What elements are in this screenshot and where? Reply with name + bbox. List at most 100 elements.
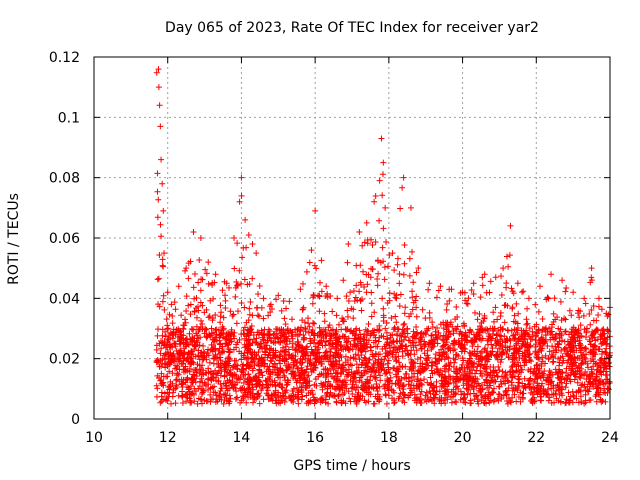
data-point	[312, 355, 319, 362]
data-point	[365, 357, 372, 364]
data-point	[575, 307, 582, 314]
data-point	[318, 354, 325, 361]
data-point	[490, 368, 497, 375]
data-point	[327, 358, 334, 365]
data-point	[341, 344, 348, 351]
data-point	[431, 400, 438, 407]
data-point	[481, 315, 488, 322]
data-point	[201, 379, 208, 386]
data-point	[375, 351, 382, 358]
data-point	[473, 353, 480, 360]
data-point	[253, 382, 260, 389]
data-point	[368, 300, 375, 307]
data-point	[396, 270, 403, 277]
data-point	[337, 343, 344, 350]
data-point	[589, 353, 596, 360]
data-point	[357, 281, 364, 288]
data-point	[352, 387, 359, 394]
data-point	[408, 347, 415, 354]
data-point	[538, 360, 545, 367]
data-point	[307, 365, 314, 372]
data-point	[601, 330, 608, 337]
data-point	[407, 385, 414, 392]
data-point	[526, 383, 533, 390]
data-point	[220, 314, 227, 321]
data-point	[322, 349, 329, 356]
data-point	[324, 290, 331, 297]
data-point	[364, 327, 371, 334]
data-point	[590, 378, 597, 385]
data-point	[293, 379, 300, 386]
data-point	[345, 241, 352, 248]
data-point	[428, 332, 435, 339]
data-point	[311, 262, 318, 269]
data-point	[338, 365, 345, 372]
x-tick-label: 22	[527, 430, 545, 446]
data-point	[229, 374, 236, 381]
data-point	[440, 325, 447, 332]
data-point	[484, 371, 491, 378]
data-point	[549, 359, 556, 366]
data-point	[190, 351, 197, 358]
data-point	[579, 352, 586, 359]
data-point	[598, 368, 605, 375]
data-point	[194, 303, 201, 310]
data-point	[198, 375, 205, 382]
data-point	[590, 302, 597, 309]
data-point	[497, 378, 504, 385]
data-point	[172, 340, 179, 347]
data-point	[394, 261, 401, 268]
data-point	[273, 296, 280, 303]
data-point	[340, 316, 347, 323]
data-point	[300, 374, 307, 381]
data-point	[172, 362, 179, 369]
data-point	[399, 348, 406, 355]
data-point	[581, 400, 588, 407]
data-point	[474, 343, 481, 350]
data-point	[502, 388, 509, 395]
data-point	[470, 280, 477, 287]
data-point	[432, 391, 439, 398]
data-point	[358, 307, 365, 314]
data-point	[275, 335, 282, 342]
data-point	[200, 371, 207, 378]
data-point	[298, 396, 305, 403]
data-point	[559, 360, 566, 367]
data-point	[210, 329, 217, 336]
data-point	[344, 338, 351, 345]
data-point	[324, 383, 331, 390]
data-point	[547, 330, 554, 337]
data-point	[259, 345, 266, 352]
data-point	[479, 274, 486, 281]
data-point	[222, 335, 229, 342]
data-point	[413, 330, 420, 337]
data-point	[391, 389, 398, 396]
data-point	[498, 381, 505, 388]
data-point	[186, 330, 193, 337]
data-point	[484, 348, 491, 355]
data-point	[224, 342, 231, 349]
data-point	[492, 352, 499, 359]
data-point	[215, 347, 222, 354]
data-point	[443, 350, 450, 357]
data-point	[453, 326, 460, 333]
data-point	[265, 330, 272, 337]
data-point	[333, 312, 340, 319]
data-point	[317, 329, 324, 336]
data-point	[372, 343, 379, 350]
data-point	[427, 382, 434, 389]
data-point	[587, 341, 594, 348]
data-point	[510, 350, 517, 357]
data-point	[547, 336, 554, 343]
data-point	[589, 346, 596, 353]
data-point	[376, 334, 383, 341]
data-point	[161, 250, 168, 257]
data-point	[452, 384, 459, 391]
data-point	[578, 344, 585, 351]
data-point	[205, 314, 212, 321]
data-point	[161, 342, 168, 349]
data-point	[555, 355, 562, 362]
data-point	[585, 364, 592, 371]
data-point	[193, 314, 200, 321]
data-point	[478, 397, 485, 404]
